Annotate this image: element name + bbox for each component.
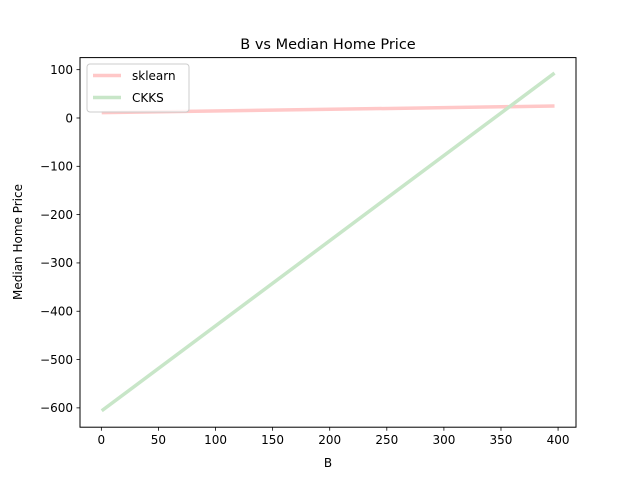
y-axis-label: Median Home Price xyxy=(11,184,25,300)
x-tick-label: 250 xyxy=(375,433,398,447)
y-tick-label: 0 xyxy=(65,111,73,125)
x-axis-ticks: 0 50 100 150 200 250 300 350 400 xyxy=(98,427,570,447)
axes-frame xyxy=(79,57,577,428)
x-tick-label: 350 xyxy=(490,433,513,447)
plot-area xyxy=(100,71,556,413)
y-tick-label: −500 xyxy=(40,353,73,367)
y-tick-label: −200 xyxy=(40,208,73,222)
y-tick-label: −100 xyxy=(40,160,73,174)
y-tick-label: −300 xyxy=(40,256,73,270)
legend-label-sklearn: sklearn xyxy=(132,69,176,83)
series-line-ckks xyxy=(100,71,556,413)
chart-title: B vs Median Home Price xyxy=(240,37,416,53)
x-tick-label: 150 xyxy=(261,433,284,447)
y-tick-label: −400 xyxy=(40,305,73,319)
x-tick-label: 300 xyxy=(432,433,455,447)
y-axis-ticks: 100 0 −100 −200 −300 −400 −500 −600 xyxy=(40,63,80,415)
x-tick-label: 0 xyxy=(98,433,106,447)
y-tick-label: −600 xyxy=(40,401,73,415)
legend-label-ckks: CKKS xyxy=(132,91,164,105)
x-tick-label: 200 xyxy=(318,433,341,447)
x-tick-label: 50 xyxy=(151,433,166,447)
legend: sklearn CKKS xyxy=(86,63,190,113)
x-axis-label: B xyxy=(324,456,332,470)
y-tick-label: 100 xyxy=(50,63,73,77)
x-tick-label: 100 xyxy=(204,433,227,447)
x-tick-label: 400 xyxy=(547,433,570,447)
